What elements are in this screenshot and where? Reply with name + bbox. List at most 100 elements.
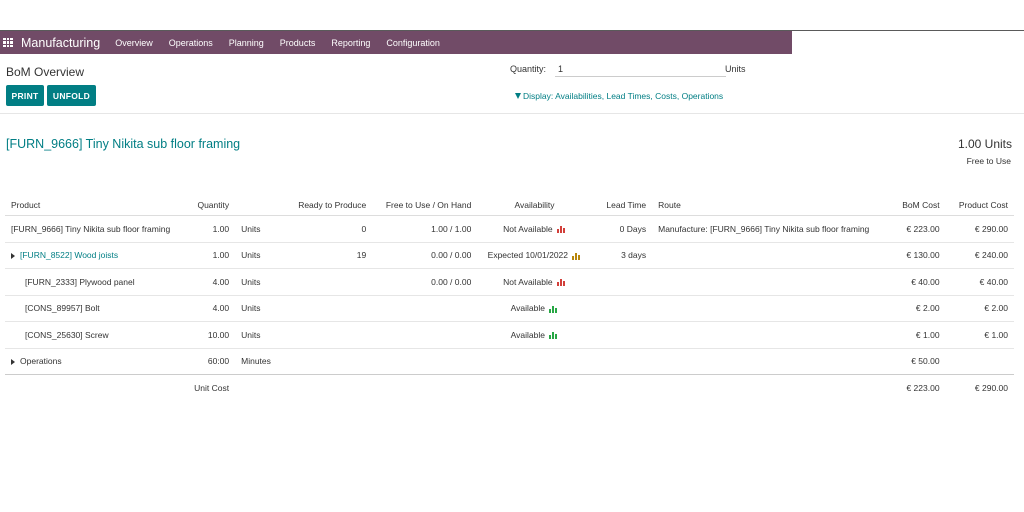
expand-caret-icon[interactable]: [11, 253, 15, 259]
apps-grid-icon[interactable]: [3, 37, 13, 48]
table-row-operations: Operations 60:00 Minutes € 50.00: [5, 348, 1014, 375]
table-row: [FURN_8522] Wood joists 1.00 Units 19 0.…: [5, 242, 1014, 269]
row-product-cost: € 290.00: [945, 215, 1014, 243]
row-product-link[interactable]: [FURN_9666] Tiny Nikita sub floor framin…: [5, 215, 188, 243]
menu-reporting[interactable]: Reporting: [331, 37, 371, 48]
menu-operations[interactable]: Operations: [168, 37, 213, 48]
product-title-link[interactable]: [FURN_9666] Tiny Nikita sub floor framin…: [6, 137, 241, 151]
expand-caret-icon[interactable]: [11, 359, 15, 365]
forecast-chart-icon[interactable]: [572, 252, 581, 260]
row-free-onhand: 1.00 / 1.00: [372, 215, 478, 243]
row-route: Manufacture: [FURN_9666] Tiny Nikita sub…: [652, 215, 887, 243]
bom-table: Product Quantity Ready to Produce Free t…: [5, 195, 1014, 401]
row-uom: Units: [235, 215, 285, 243]
app-name[interactable]: Manufacturing: [21, 35, 101, 50]
row-availability: [477, 348, 592, 375]
row-product-cost: € 40.00: [945, 268, 1014, 296]
row-product-link[interactable]: [CONS_89957] Bolt: [5, 295, 188, 322]
row-free-onhand: 0.00 / 0.00: [372, 242, 478, 269]
availability-label: Expected 10/01/2022: [487, 250, 568, 261]
row-ready: [284, 268, 373, 296]
row-availability[interactable]: Not Available: [477, 268, 592, 296]
forecast-chart-icon[interactable]: [556, 279, 566, 286]
row-bom-cost: € 130.00: [886, 242, 946, 269]
row-product-cell[interactable]: [FURN_8522] Wood joists: [5, 242, 188, 269]
unit-cost-label: Unit Cost: [194, 383, 230, 393]
filter-icon: [515, 93, 521, 99]
table-header-row: Product Quantity Ready to Produce Free t…: [5, 195, 1014, 216]
row-lead-time: 0 Days: [591, 215, 653, 243]
row-uom: Minutes: [235, 348, 285, 375]
row-uom: Units: [235, 242, 285, 269]
row-qty: 4.00: [187, 268, 236, 296]
unfold-button[interactable]: UNFOLD: [47, 85, 96, 106]
row-bom-cost: € 50.00: [886, 348, 946, 375]
table-row: [FURN_2333] Plywood panel 4.00 Units 0.0…: [5, 268, 1014, 296]
row-lead-time: [591, 268, 653, 296]
row-product-cost: € 240.00: [945, 242, 1014, 269]
row-availability[interactable]: Available: [477, 321, 592, 349]
row-product-cell[interactable]: Operations: [5, 348, 188, 375]
row-uom: Units: [235, 321, 285, 349]
header-divider: [0, 113, 1024, 114]
col-availability: Availability: [477, 195, 592, 216]
quantity-input[interactable]: 1: [555, 62, 726, 77]
forecast-chart-icon[interactable]: [549, 305, 558, 313]
menu-configuration[interactable]: Configuration: [386, 37, 440, 48]
menu-products[interactable]: Products: [279, 37, 316, 48]
row-availability[interactable]: Expected 10/01/2022: [477, 242, 592, 269]
row-uom: Units: [235, 295, 285, 322]
row-availability[interactable]: Not Available: [477, 215, 592, 243]
row-qty: 10.00: [187, 321, 236, 349]
table-row: [CONS_25630] Screw 10.00 Units Available…: [5, 321, 1014, 349]
row-product-link[interactable]: [CONS_25630] Screw: [5, 321, 188, 349]
row-ready: 0: [284, 215, 373, 243]
row-bom-cost: € 1.00: [886, 321, 946, 349]
availability-label: Available: [510, 329, 545, 340]
row-route: [652, 242, 887, 269]
availability-label: Not Available: [503, 276, 553, 287]
col-uom: [235, 195, 285, 216]
row-route: [652, 348, 887, 375]
menu-planning[interactable]: Planning: [228, 37, 264, 48]
row-ready: [284, 321, 373, 349]
product-quantity: 1.00 Units: [957, 137, 1012, 151]
unit-bom-cost: € 223.00: [906, 383, 940, 393]
col-ready: Ready to Produce: [284, 195, 373, 216]
row-qty: 1.00: [187, 215, 236, 243]
menu-overview[interactable]: Overview: [115, 37, 153, 48]
col-free-onhand: Free to Use / On Hand: [372, 195, 478, 216]
display-filter-dropdown[interactable]: Display: Availabilities, Lead Times, Cos…: [515, 91, 723, 101]
col-quantity: Quantity: [187, 195, 236, 216]
row-product-cost: € 2.00: [945, 295, 1014, 322]
row-lead-time: 3 days: [591, 242, 653, 269]
quantity-units: Units: [725, 64, 746, 74]
row-route: [652, 295, 887, 322]
row-free-onhand: [372, 295, 478, 322]
row-lead-time: [591, 321, 653, 349]
row-product-link[interactable]: [FURN_2333] Plywood panel: [5, 268, 188, 296]
row-route: [652, 268, 887, 296]
print-button[interactable]: PRINT: [6, 85, 44, 106]
row-lead-time: [591, 295, 653, 322]
col-product: Product: [5, 195, 188, 216]
row-availability[interactable]: Available: [477, 295, 592, 322]
row-qty: 4.00: [187, 295, 236, 322]
navbar: Manufacturing Overview Operations Planni…: [0, 31, 792, 54]
row-product-link[interactable]: [FURN_8522] Wood joists: [20, 250, 119, 261]
availability-label: Available: [510, 303, 545, 314]
row-bom-cost: € 2.00: [886, 295, 946, 322]
col-route: Route: [652, 195, 887, 216]
row-uom: Units: [235, 268, 285, 296]
forecast-chart-icon[interactable]: [556, 226, 566, 233]
page-title: BoM Overview: [6, 65, 85, 79]
row-qty: 1.00: [187, 242, 236, 269]
row-ready: 19: [284, 242, 373, 269]
forecast-chart-icon[interactable]: [549, 332, 558, 339]
row-free-onhand: 0.00 / 0.00: [372, 268, 478, 296]
top-border-line: [0, 30, 1024, 31]
row-free-onhand: [372, 348, 478, 375]
row-free-onhand: [372, 321, 478, 349]
operations-label[interactable]: Operations: [20, 356, 62, 367]
display-filter-label: Display: Availabilities, Lead Times, Cos…: [523, 91, 724, 101]
